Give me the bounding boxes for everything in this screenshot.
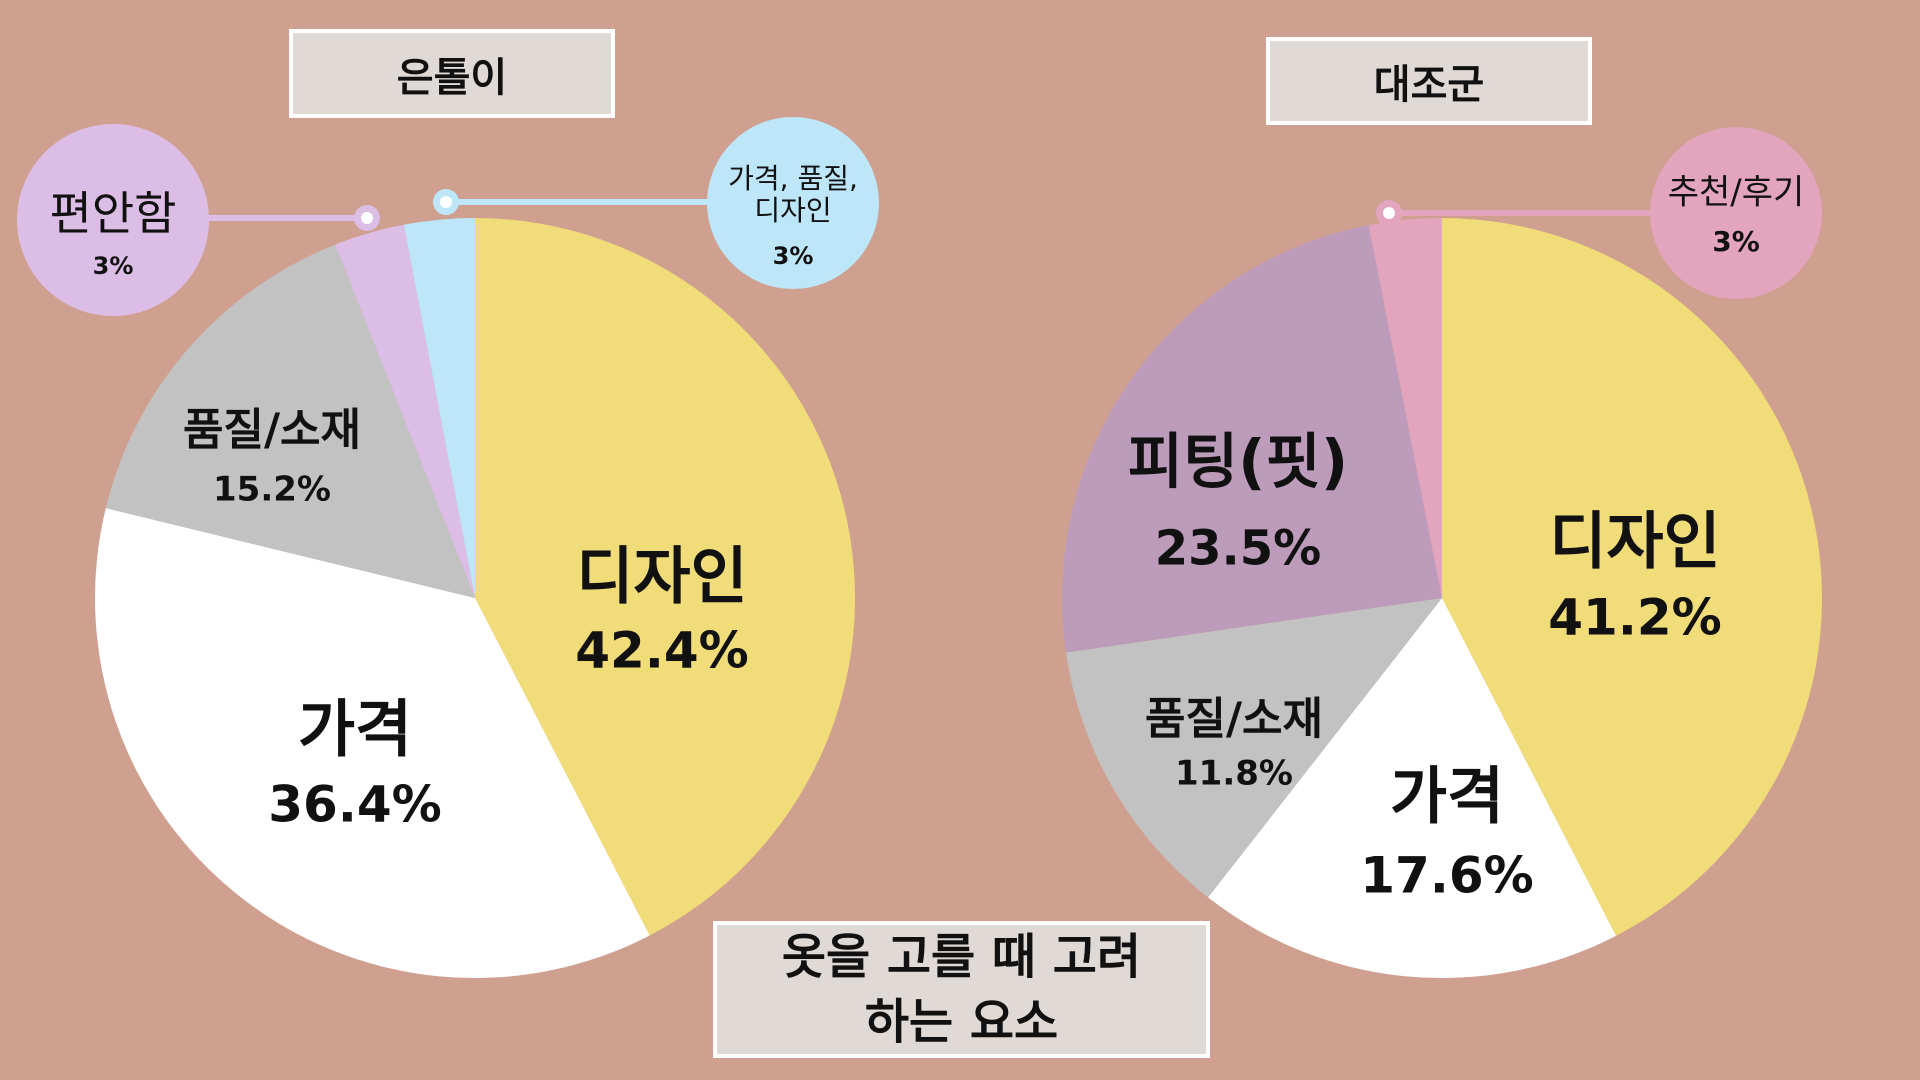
pie-slice	[1065, 598, 1442, 898]
pie-slice	[475, 218, 855, 936]
connector-dot-inner	[361, 212, 373, 224]
slice-label: 품질/소재	[183, 404, 361, 456]
label-bubble	[707, 117, 879, 289]
slice-label: 편안함	[49, 186, 177, 241]
slice-label: 가격	[1389, 759, 1505, 833]
pie-slice	[105, 244, 475, 598]
connector-dot-inner	[440, 196, 452, 208]
caption: 옷을 고를 때 고려하는 요소	[713, 921, 1210, 1058]
slice-label: 가격	[297, 692, 413, 766]
slice-label: 추천/후기	[1667, 172, 1805, 213]
slice-value: 41.2%	[1548, 588, 1722, 647]
slice-value: 15.2%	[213, 469, 331, 510]
slice-label: 피팅(핏)	[1127, 427, 1349, 498]
pie-slice	[1062, 225, 1442, 653]
slice-value: 42.4%	[575, 621, 749, 680]
label-bubble	[1650, 127, 1822, 299]
slice-label: 품질/소재	[1145, 693, 1323, 745]
slice-label: 디자인	[576, 539, 748, 613]
connector-dot-inner	[1383, 207, 1395, 219]
pie-slice	[335, 224, 475, 599]
pie-slice	[403, 218, 475, 598]
slice-label: 디자인	[1549, 504, 1721, 578]
slice-value: 3%	[92, 252, 134, 281]
slice-value: 36.4%	[268, 775, 442, 834]
pie-slice	[1208, 598, 1616, 978]
chart-title: 은톨이	[289, 29, 615, 118]
slice-value: 11.8%	[1175, 753, 1293, 794]
pie-slice	[94, 508, 650, 978]
slice-value: 23.5%	[1154, 520, 1322, 577]
slice-value: 17.6%	[1360, 846, 1534, 905]
pie-slice	[1442, 218, 1823, 936]
slice-value: 3%	[772, 242, 814, 271]
slice-label: 가격, 품질, 디자인	[728, 161, 858, 227]
pie-slice	[1368, 218, 1442, 598]
label-bubble	[17, 124, 209, 316]
slice-value: 3%	[1712, 224, 1760, 258]
chart-title: 대조군	[1266, 37, 1592, 125]
